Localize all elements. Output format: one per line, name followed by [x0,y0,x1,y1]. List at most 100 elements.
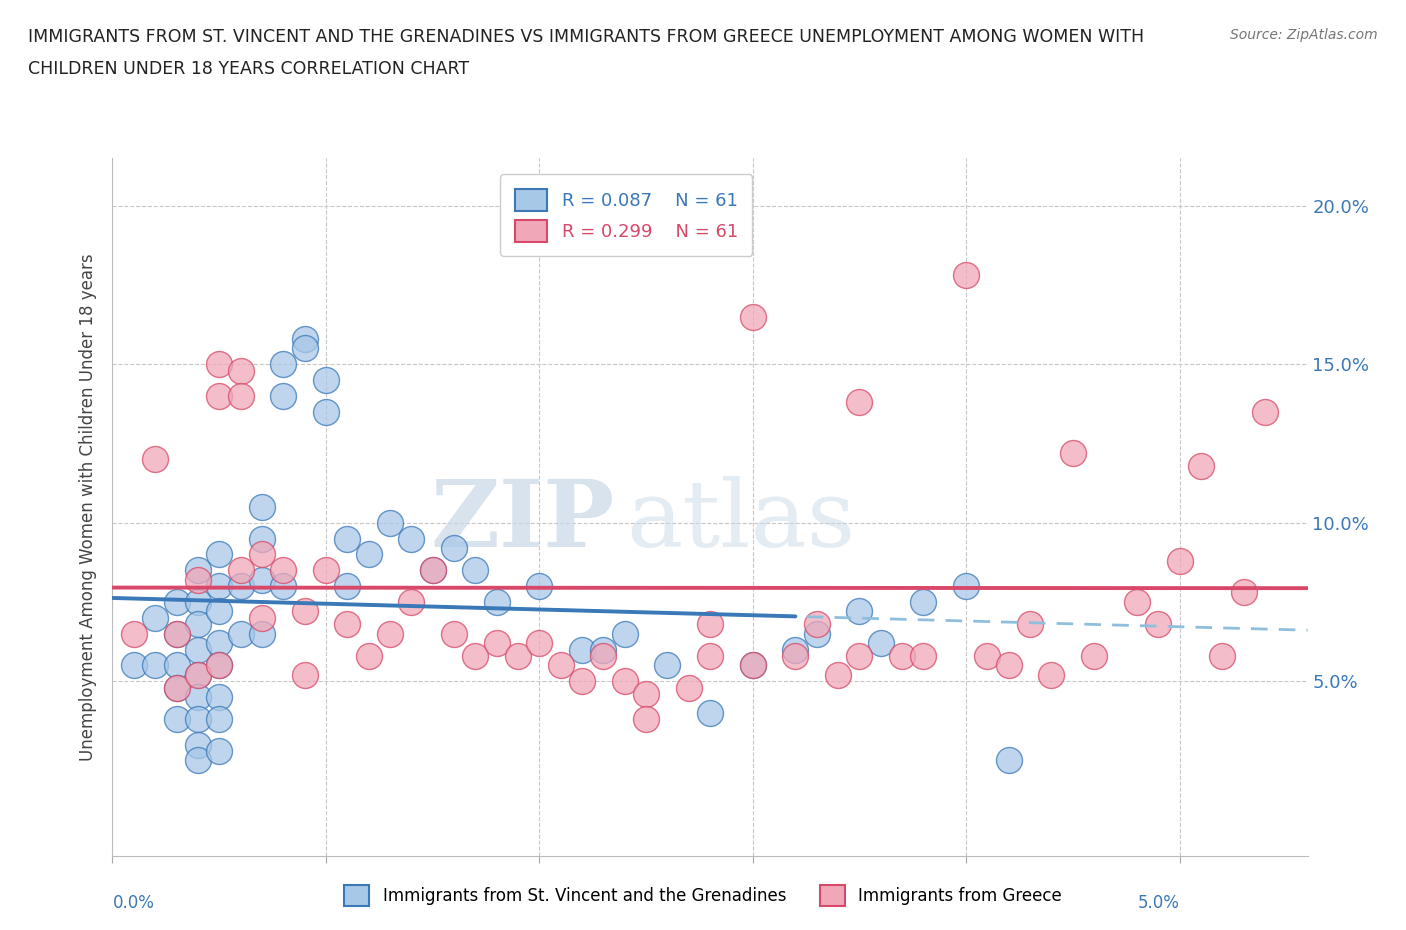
Point [208,604,231,619]
Point [166,680,188,695]
Point [208,690,231,705]
Point [187,753,209,768]
Point [187,668,209,683]
Point [529,636,551,651]
Point [955,578,977,593]
Point [657,214,679,229]
Point [187,711,209,726]
Point [271,389,294,404]
Point [634,686,657,701]
Point [208,389,231,404]
Point [592,642,614,657]
Point [976,648,998,663]
Point [271,563,294,578]
Point [229,389,252,404]
Legend: R = 0.087    N = 61, R = 0.299    N = 61: R = 0.087 N = 61, R = 0.299 N = 61 [501,174,752,256]
Point [208,658,231,672]
Point [294,341,316,356]
Point [1232,585,1254,600]
Point [550,658,572,672]
Point [378,626,401,641]
Point [250,610,273,625]
Point [336,531,359,546]
Point [294,604,316,619]
Point [315,405,337,419]
Point [336,578,359,593]
Legend: Immigrants from St. Vincent and the Grenadines, Immigrants from Greece: Immigrants from St. Vincent and the Gren… [337,879,1069,912]
Point [506,648,529,663]
Point [741,658,763,672]
Point [294,668,316,683]
Point [315,373,337,388]
Point [250,547,273,562]
Point [229,363,252,378]
Point [678,680,700,695]
Point [250,572,273,587]
Point [806,626,828,641]
Text: Source: ZipAtlas.com: Source: ZipAtlas.com [1230,28,1378,42]
Point [741,309,763,324]
Point [401,594,423,609]
Point [634,711,657,726]
Point [187,642,209,657]
Point [464,648,486,663]
Point [187,572,209,587]
Point [229,578,252,593]
Point [208,547,231,562]
Point [166,594,188,609]
Point [613,626,636,641]
Point [122,626,145,641]
Point [208,357,231,372]
Point [143,610,166,625]
Point [464,563,486,578]
Point [869,636,891,651]
Point [122,658,145,672]
Point [1083,648,1105,663]
Point [166,626,188,641]
Point [229,563,252,578]
Point [806,617,828,631]
Point [208,658,231,672]
Point [271,357,294,372]
Point [1126,594,1149,609]
Point [571,673,593,688]
Point [143,452,166,467]
Point [315,563,337,578]
Point [294,331,316,346]
Point [422,563,444,578]
Point [848,394,870,409]
Point [998,658,1021,672]
Point [699,706,721,721]
Point [1189,458,1212,473]
Text: CHILDREN UNDER 18 YEARS CORRELATION CHART: CHILDREN UNDER 18 YEARS CORRELATION CHAR… [28,60,470,78]
Point [699,617,721,631]
Point [699,648,721,663]
Text: atlas: atlas [626,476,856,565]
Point [271,578,294,593]
Point [357,547,380,562]
Point [485,594,508,609]
Point [250,626,273,641]
Text: 5.0%: 5.0% [1137,894,1180,911]
Point [187,563,209,578]
Point [912,648,935,663]
Point [955,268,977,283]
Point [571,642,593,657]
Point [1254,405,1277,419]
Point [657,658,679,672]
Point [848,648,870,663]
Point [785,642,807,657]
Point [166,680,188,695]
Point [187,594,209,609]
Point [208,711,231,726]
Point [1062,445,1084,460]
Point [827,668,849,683]
Point [187,617,209,631]
Point [422,563,444,578]
Point [143,658,166,672]
Point [187,690,209,705]
Point [1040,668,1063,683]
Point [1147,617,1170,631]
Point [166,658,188,672]
Point [848,604,870,619]
